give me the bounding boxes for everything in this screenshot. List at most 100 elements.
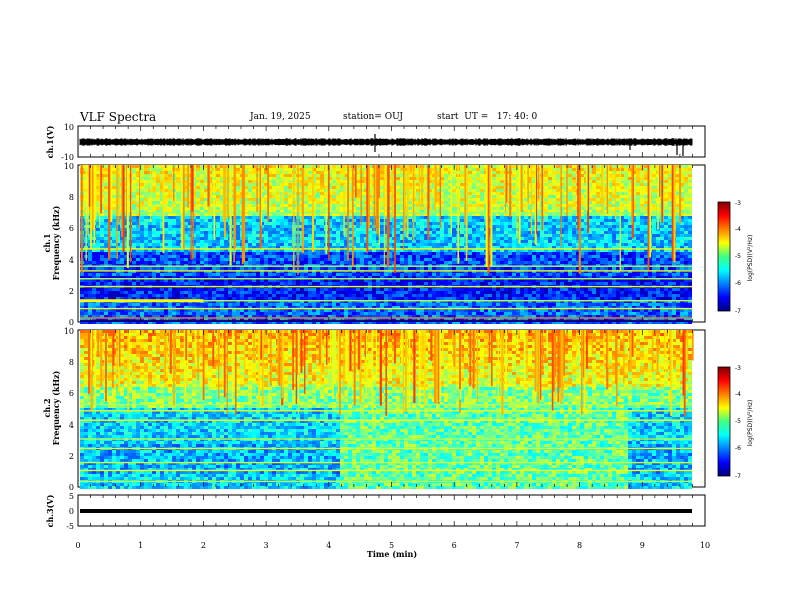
spectrogram-cell [552,174,556,177]
spectrogram-cell [256,165,260,168]
spectrogram-cell [576,252,580,255]
spectrogram-cell [348,237,352,240]
spectrogram-cell [112,168,116,171]
spectrogram-cell [468,195,472,198]
spectrogram-cell [308,210,312,213]
spectrogram-cell [404,240,408,243]
spectrogram-cell [288,186,292,189]
spectrogram-cell [580,258,584,261]
spectrogram-cell [256,189,260,192]
spectrogram-cell [384,234,388,237]
spectrogram-cell [588,186,592,189]
spectrogram-cell [568,228,572,231]
spectrogram-cell [276,189,280,192]
spectrogram-cell [608,246,612,249]
spectrogram-cell [116,171,120,174]
spectrogram-cell [224,237,228,240]
spectrogram-cell [112,195,116,198]
spectrogram-cell [600,213,604,216]
spectrogram-cell [688,246,692,249]
spectrogram-cell [96,186,100,189]
spectrogram-cell [668,249,672,252]
spectrogram-cell [196,216,200,219]
spectrogram-cell [216,201,220,204]
spectrogram-cell [680,225,684,228]
spectrogram-cell [200,216,204,219]
spectrogram-cell [96,210,100,213]
spectrogram-cell [668,210,672,213]
spectrogram-cell [476,207,480,210]
spectrogram-cell [448,255,452,258]
spectrogram-cell [392,171,396,174]
spectrogram-cell [676,216,680,219]
spectrogram-cell [140,222,144,225]
spectrogram-cell [308,171,312,174]
spectrogram-cell [632,240,636,243]
spectrogram-cell [432,246,436,249]
spectrogram-cell [488,198,492,201]
spectrogram-cell [504,249,508,252]
spectrogram-cell [676,183,680,186]
spectrogram-cell [140,174,144,177]
spectrogram-cell [304,222,308,225]
spectrogram-cell [112,204,116,207]
spectrogram-cell [392,258,396,261]
spectrogram-cell [216,243,220,246]
spectrogram-cell [204,195,208,198]
spectrogram-cell [388,213,392,216]
spectrogram-cell [564,192,568,195]
spectrogram-cell [252,228,256,231]
spectrogram-cell [176,207,180,210]
spectrogram-cell [408,255,412,258]
spectrogram-cell [364,174,368,177]
spectrogram-cell [396,201,400,204]
spectrogram-cell [268,165,272,168]
spectrogram-cell [396,174,400,177]
spectrogram-cell [220,228,224,231]
spectrogram-cell [492,189,496,192]
spectrogram-cell [452,240,456,243]
spectrogram-cell [524,222,528,225]
spectrogram-cell [620,207,624,210]
spectrogram-cell [644,183,648,186]
spectrogram-cell [488,177,492,180]
spectrogram-cell [524,243,528,246]
spectrogram-cell [596,174,600,177]
spectrogram-cell [472,189,476,192]
spectrogram-cell [568,219,572,222]
spectrogram-cell [236,183,240,186]
spectrogram-cell [560,171,564,174]
spectrogram-cell [516,219,520,222]
spectrogram-cell [256,234,260,237]
spectrogram-cell [656,255,660,258]
spectrogram-cell [396,246,400,249]
spectrogram-cell [188,183,192,186]
spectrogram-cell [256,225,260,228]
spectrogram-cell [564,258,568,261]
spectrogram-cell [360,216,364,219]
spectrogram-cell [444,165,448,168]
spectrogram-cell [612,189,616,192]
spectrogram-cell [356,186,360,189]
spectrogram-cell [676,249,680,252]
spectrogram-cell [572,192,576,195]
spectrogram-cell [516,183,520,186]
spectrogram-cell [408,207,412,210]
spectrogram-cell [448,198,452,201]
spectrogram-cell [260,183,264,186]
spectrogram-cell [544,240,548,243]
spectrogram-cell [244,228,248,231]
spectrogram-cell [432,255,436,258]
spectrogram-cell [688,204,692,207]
spectrogram-cell [392,228,396,231]
spectrogram-cell [592,228,596,231]
spectrogram-cell [164,168,168,171]
spectrogram-cell [204,249,208,252]
spectrogram-cell [272,204,276,207]
spectrogram-cell [400,189,404,192]
spectrogram-cell [460,249,464,252]
spectrogram-cell [480,174,484,177]
spectrogram-cell [124,165,128,168]
spectrogram-cell [624,198,628,201]
spectrogram-cell [256,177,260,180]
